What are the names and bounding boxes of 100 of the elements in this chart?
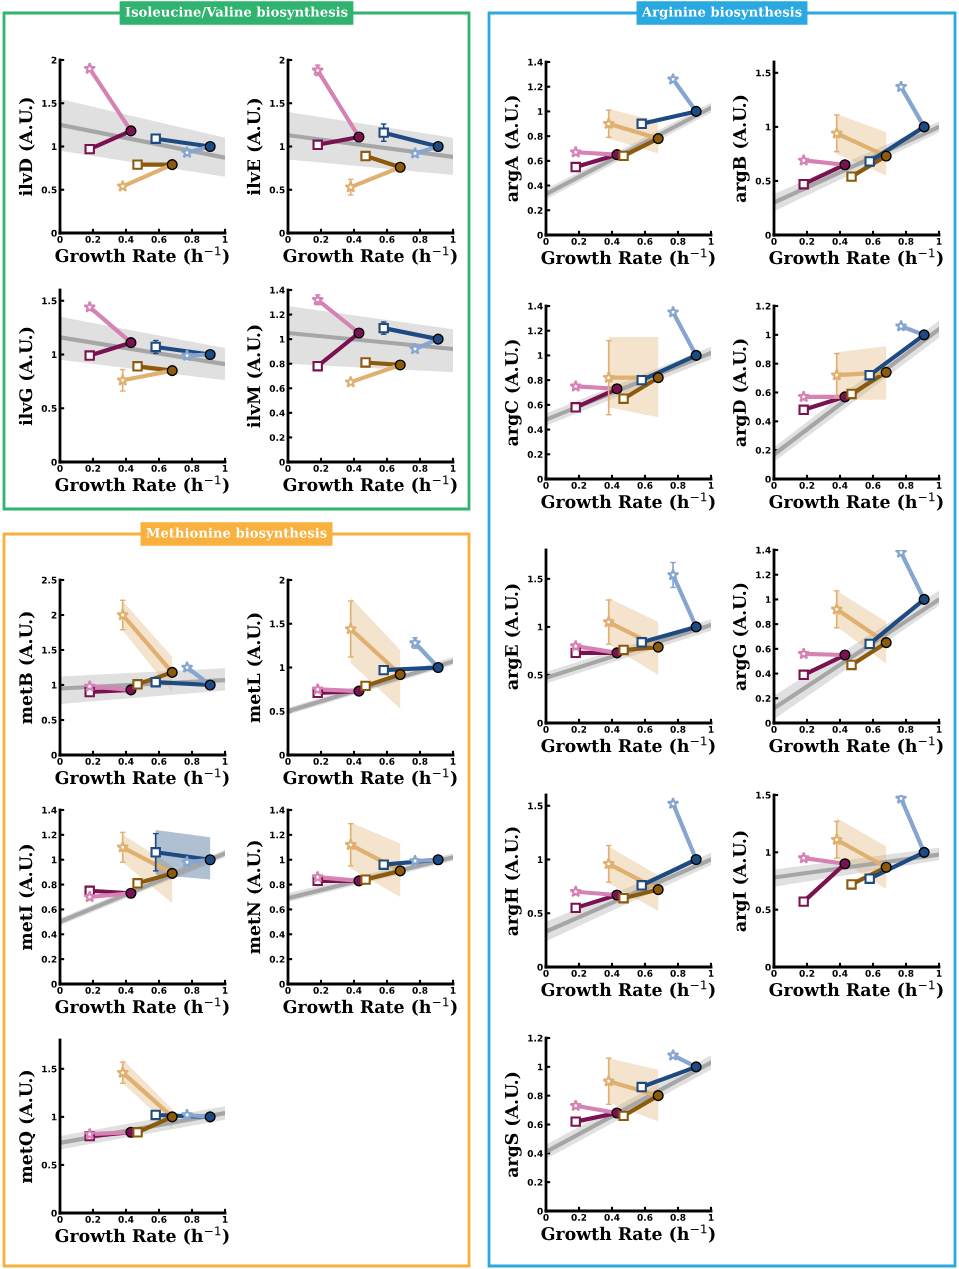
x-tick-label: 0.6: [637, 969, 653, 977]
y-tick-label: 1: [279, 143, 285, 150]
x-tick-label: 0.2: [85, 757, 101, 765]
x-tick-label: 0.4: [118, 1215, 134, 1223]
y-tick-label: 0.8: [527, 132, 543, 140]
y-tick-label: 0.6: [527, 401, 543, 409]
text: Arginine biosynthesis: [641, 6, 802, 20]
y-tick-label: 0.2: [269, 434, 285, 441]
x-tick-label: 0.6: [151, 986, 167, 994]
x-tick-label: 1: [936, 970, 942, 977]
x-tick-label: 0.8: [412, 986, 428, 994]
y-tick-label: 0.6: [527, 1121, 543, 1129]
x-tick-label: 0.2: [313, 464, 329, 472]
x-tick-label: 0.2: [313, 757, 329, 765]
x-tick-label: 0: [543, 969, 549, 977]
y-tick-label: 0.4: [755, 418, 771, 425]
x-tick-label: 0: [285, 757, 291, 765]
y-tick-label: 0.8: [527, 376, 543, 384]
x-tick-label: 0.4: [118, 757, 134, 765]
y-tick-label: 1.5: [528, 802, 543, 810]
y-tick-label: 1.5: [528, 575, 543, 583]
x-tick-label: 0.8: [898, 969, 914, 977]
x-tick-label: 0.6: [865, 725, 881, 733]
x-tick-label: 0.2: [799, 237, 815, 245]
y-axis-title: argS (A.U.): [504, 1072, 522, 1178]
x-tick-label: 0.4: [832, 725, 848, 733]
x-tick-label: 0.6: [637, 481, 653, 489]
x-axis-title: Growth Rate (h$^{−1}$): [55, 997, 229, 1016]
x-axis-title: Growth Rate (h$^{−1}$): [541, 980, 715, 999]
x-tick-label: 0.8: [670, 1213, 686, 1221]
y-tick-label: 0.4: [755, 670, 771, 678]
y-tick-label: 0.4: [527, 1150, 543, 1157]
x-tick-label: 0.8: [670, 969, 686, 977]
y-tick-label: 0: [51, 751, 57, 759]
y-tick-label: 1.2: [756, 302, 771, 310]
y-axis-title: metQ (A.U.): [18, 1071, 36, 1183]
y-axis-title: metB (A.U.): [18, 612, 35, 724]
y-tick-label: 0: [279, 458, 285, 466]
x-tick-label: 0.6: [637, 1213, 653, 1221]
x-tick-label: 0: [543, 725, 549, 733]
y-tick-label: 1.5: [42, 1065, 57, 1073]
x-axis-title: Growth Rate (h$^{−1}$): [769, 736, 943, 755]
x-tick-label: 0.4: [346, 235, 362, 243]
y-tick-label: 1: [765, 331, 771, 339]
y-tick-label: 1: [537, 1063, 543, 1071]
x-tick-label: 0.2: [313, 986, 329, 994]
y-tick-label: 2.5: [41, 576, 57, 584]
y-axis-title: argA (A.U.): [504, 96, 522, 202]
y-tick-label: 1: [765, 596, 771, 603]
x-tick-label: 0: [57, 235, 63, 243]
y-tick-label: 1.4: [42, 806, 57, 814]
y-tick-label: 1.5: [756, 791, 771, 799]
x-axis-title: Growth Rate (h$^{−1}$): [769, 492, 943, 511]
y-tick-label: 0: [765, 963, 771, 971]
x-tick-label: 1: [936, 238, 942, 245]
x-tick-label: 0.8: [898, 237, 914, 245]
x-tick-label: 0.6: [379, 986, 395, 994]
x-tick-label: 0: [57, 1215, 63, 1223]
x-tick-label: 0.2: [571, 481, 587, 489]
y-tick-label: 0: [51, 229, 57, 237]
y-tick-label: 0: [537, 475, 543, 483]
y-axis-title: argG (A.U.): [732, 583, 750, 691]
y-tick-label: 0: [765, 475, 771, 483]
x-tick-label: 0.2: [313, 235, 329, 243]
y-tick-label: 0.5: [41, 186, 57, 194]
x-tick-label: 0.8: [412, 235, 428, 243]
y-tick-label: 0: [279, 229, 285, 237]
y-tick-label: 1.5: [42, 646, 57, 654]
x-tick-label: 1: [708, 970, 714, 977]
y-tick-label: 0.8: [755, 360, 771, 368]
y-tick-label: 0.5: [527, 909, 543, 917]
y-tick-label: 0.2: [269, 955, 285, 963]
y-tick-label: 0: [51, 458, 57, 466]
x-tick-label: 0.4: [346, 757, 362, 765]
y-tick-label: 1: [537, 352, 543, 359]
x-tick-label: 0.6: [637, 237, 653, 245]
x-axis-title: Growth Rate (h$^{−1}$): [283, 768, 457, 787]
y-tick-label: 0.6: [269, 385, 285, 392]
x-tick-label: 0.8: [184, 1215, 200, 1223]
x-tick-label: 0.6: [151, 235, 167, 243]
x-tick-label: 0.8: [184, 757, 200, 765]
x-tick-label: 1: [708, 482, 714, 489]
y-tick-label: 1: [51, 856, 57, 864]
y-tick-label: 2: [279, 56, 285, 64]
x-tick-label: 0.6: [151, 464, 167, 472]
x-tick-label: 0: [543, 481, 549, 489]
y-axis-title: argD (A.U.): [732, 339, 750, 447]
x-tick-label: 1: [708, 1214, 714, 1221]
y-tick-label: 1.5: [270, 620, 285, 628]
x-tick-label: 0: [285, 464, 291, 472]
y-tick-label: 1.5: [42, 297, 57, 305]
y-axis-title: metL (A.U.): [246, 613, 263, 723]
x-tick-label: 0.8: [412, 464, 428, 472]
x-tick-label: 0.6: [865, 969, 881, 977]
x-tick-label: 0.4: [832, 237, 848, 245]
y-tick-label: 1.5: [42, 100, 57, 107]
x-tick-label: 0: [285, 986, 291, 994]
y-tick-label: 0.4: [527, 426, 543, 434]
x-tick-label: 1: [450, 465, 456, 472]
x-axis-title: Growth Rate (h$^{−1}$): [541, 248, 715, 267]
